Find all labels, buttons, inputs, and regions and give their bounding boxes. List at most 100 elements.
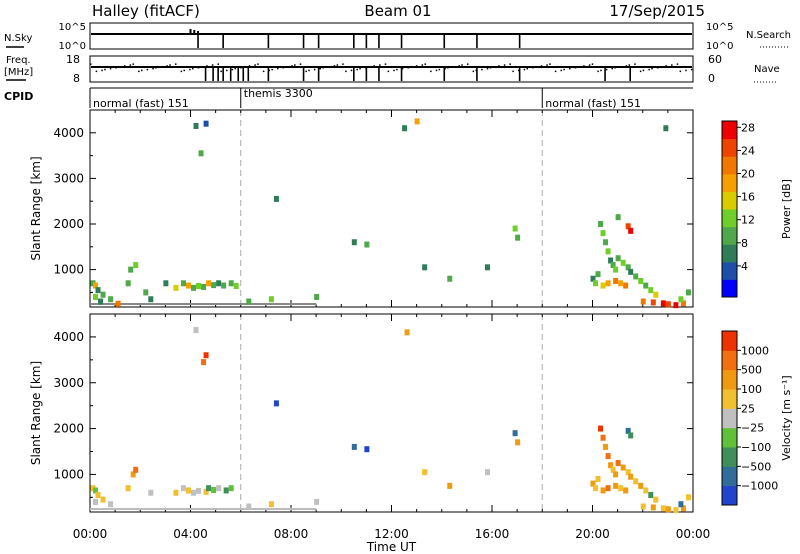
data-point — [653, 291, 659, 298]
data-point — [608, 462, 614, 469]
colorbar-segment — [722, 447, 737, 467]
cpid-segment-label: themis 3300 — [244, 87, 313, 100]
nave-dot — [486, 67, 489, 70]
data-point — [633, 273, 639, 280]
ground-scatter — [278, 508, 283, 510]
data-point — [628, 268, 634, 275]
nave-dot — [438, 68, 441, 71]
data-point — [613, 266, 619, 273]
colorbar-tick-label: 28 — [741, 121, 755, 134]
data-point — [148, 296, 154, 303]
ground-scatter — [301, 508, 306, 510]
ground-scatter — [240, 508, 245, 510]
nave-dot — [271, 68, 273, 71]
nave-dot — [532, 67, 534, 69]
data-point — [610, 262, 616, 269]
nave-dot — [651, 67, 653, 70]
data-point — [228, 280, 234, 287]
nave-dot — [123, 65, 126, 67]
data-point — [108, 501, 114, 508]
nave-dot — [197, 67, 200, 69]
data-point — [216, 280, 222, 287]
ground-scatter — [236, 303, 241, 305]
colorbar-segment — [722, 244, 737, 263]
data-point — [422, 469, 428, 476]
data-point — [193, 122, 199, 129]
ground-scatter — [203, 508, 208, 510]
ground-scatter — [169, 303, 174, 305]
nsearch-label: N.Search — [746, 30, 791, 41]
nave-dot — [634, 63, 636, 65]
ground-scatter — [263, 303, 268, 305]
data-point — [133, 262, 139, 269]
nave-dot — [656, 67, 659, 69]
ground-scatter — [187, 303, 192, 305]
data-point — [246, 298, 252, 305]
ground-scatter — [97, 508, 102, 510]
data-point — [673, 507, 679, 514]
freq-right-tick-top: 60 — [708, 53, 722, 66]
freq-label: Freq. — [6, 55, 31, 66]
ground-scatter — [150, 303, 155, 305]
y-tick-label: 2000 — [53, 217, 84, 231]
data-point — [273, 195, 279, 202]
data-point — [201, 359, 207, 366]
data-point — [128, 266, 134, 273]
ground-scatter — [221, 508, 226, 510]
data-point — [605, 453, 611, 460]
data-point — [648, 287, 654, 294]
colorbar-segment — [722, 485, 737, 506]
plot-frame — [89, 313, 694, 513]
nave-dot — [447, 67, 449, 69]
colorbar-tick-label: 1000 — [741, 344, 769, 357]
nave-dot — [415, 65, 418, 67]
data-point — [618, 485, 624, 492]
nave-dot — [160, 66, 163, 68]
ground-scatter — [195, 508, 200, 510]
ground-scatter — [127, 303, 132, 305]
nave-dot — [118, 66, 120, 68]
nave-dot — [220, 70, 222, 73]
data-point — [402, 125, 408, 132]
data-point — [638, 482, 644, 489]
nave-dot — [540, 65, 543, 67]
nave-dot — [328, 66, 330, 68]
nsky-left-tick-bottom: 10^0 — [59, 41, 86, 52]
nave-dot — [90, 63, 92, 65]
colorbar-frame — [721, 120, 738, 298]
x-tick-label: 16:00 — [475, 527, 510, 541]
cpid-segment-label: normal (fast) 151 — [545, 97, 641, 110]
data-point — [678, 501, 684, 508]
ground-scatter — [123, 303, 128, 305]
nave-dot — [611, 67, 614, 70]
nave-dot — [203, 66, 205, 68]
ground-scatter — [252, 303, 257, 305]
data-point — [268, 296, 274, 303]
data-point — [95, 287, 101, 294]
freq-left-tick-bottom: 8 — [73, 72, 80, 85]
y-tick-label: 4000 — [53, 126, 84, 140]
data-point — [660, 505, 666, 512]
ground-scatter — [289, 303, 294, 305]
nave-dot — [401, 67, 404, 70]
data-point — [191, 489, 197, 496]
data-point — [608, 257, 614, 264]
nave-dot — [662, 66, 665, 68]
nave-dot — [101, 69, 103, 72]
ground-scatter — [154, 303, 159, 305]
ground-scatter — [274, 508, 279, 510]
ground-scatter — [191, 508, 196, 510]
ground-scatter — [308, 508, 313, 510]
nave-dot — [268, 69, 271, 72]
data-point — [673, 302, 679, 309]
nave-dot — [277, 67, 279, 70]
x-tick-label: 12:00 — [374, 527, 409, 541]
ground-scatter — [236, 508, 241, 510]
nave-dot — [192, 67, 194, 70]
nave-dot — [466, 63, 469, 65]
data-point — [590, 275, 596, 282]
ground-scatter — [154, 508, 159, 510]
data-point — [515, 234, 521, 241]
data-point — [221, 282, 227, 289]
ground-scatter — [101, 508, 106, 510]
